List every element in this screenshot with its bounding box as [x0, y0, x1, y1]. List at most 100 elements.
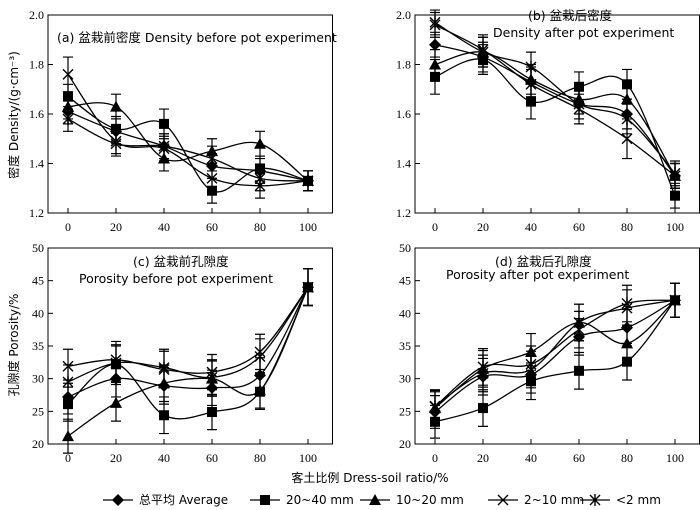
data-point [621, 93, 633, 105]
data-point [525, 78, 537, 90]
y-tick-label: 35 [32, 339, 44, 353]
series-line [67, 286, 309, 437]
data-point [110, 100, 122, 112]
y-tick-label: 1.2 [396, 206, 411, 220]
legend-item: 2~10 mm [488, 493, 584, 507]
y-tick-label: 1.8 [29, 58, 44, 72]
series-diamond [62, 268, 314, 415]
data-point [62, 375, 74, 388]
y-tick-label: 35 [399, 339, 411, 353]
series-line [67, 96, 309, 193]
data-point [62, 68, 74, 80]
x-tick-label: 0 [432, 451, 438, 465]
series-triangle [62, 93, 314, 192]
series-line [67, 74, 309, 187]
panel-d: 20 25 30 35 40 45 50 0 20 40 60 80 100 (d) 盆栽后孔隙度Poro… [399, 241, 700, 465]
data-point [159, 118, 169, 129]
series-line [434, 299, 676, 409]
data-point [669, 167, 681, 180]
data-point [63, 399, 73, 410]
series-line [67, 286, 309, 374]
x-tick-label: 60 [573, 220, 585, 234]
series-diamond [62, 98, 314, 192]
series-line [67, 110, 309, 182]
series-square [430, 44, 680, 209]
data-point [254, 137, 266, 149]
data-point [670, 190, 680, 201]
panel-b: 1.2 1.4 1.6 1.8 2.0 0 20 40 60 80 100 (b) 盆栽后密度 Dens… [396, 8, 700, 234]
y-tick-label: 2.0 [29, 8, 44, 22]
data-point [573, 323, 585, 336]
data-point [206, 172, 218, 184]
data-point [621, 133, 633, 145]
panel-c: 20 25 30 35 40 45 50 0 20 40 60 80 100 (c) 盆栽前孔隙度 Poro… [32, 241, 333, 465]
y-tick-label: 40 [399, 306, 411, 320]
y-tick-label: 50 [399, 241, 411, 255]
series-x [429, 282, 681, 424]
series-line [434, 299, 676, 423]
data-point [110, 396, 122, 408]
x-axis-title: 客土比例 Dress-soil ratio/% [291, 470, 448, 485]
x-tick-label: 20 [110, 451, 122, 465]
y-tick-label: 40 [32, 306, 44, 320]
data-point [158, 361, 170, 374]
data-point [158, 140, 170, 153]
series-x [62, 268, 314, 391]
panel-subtitle: Density after pot experiment [493, 25, 674, 40]
data-point [574, 365, 584, 376]
legend-marker-x [497, 494, 509, 506]
data-point [207, 406, 217, 417]
panel-subtitle: Porosity before pot experiment [79, 271, 273, 286]
data-point [429, 400, 441, 413]
x-tick-label: 100 [299, 451, 317, 465]
legend-item: <2 mm [580, 493, 661, 507]
x-tick-label: 20 [477, 220, 489, 234]
legend-marker-triangle [369, 494, 381, 505]
x-tick-label: 0 [432, 220, 438, 234]
x-tick-label: 40 [525, 220, 537, 234]
x-tick-label: 0 [65, 451, 71, 465]
series-line [434, 51, 676, 177]
x-tick-label: 100 [666, 220, 684, 234]
legend-item: 总平均 Average [103, 493, 228, 507]
legend-label: 10~20 mm [396, 493, 464, 507]
series-line [67, 286, 309, 420]
legend-label: 2~10 mm [524, 493, 584, 507]
data-point [302, 281, 314, 294]
data-point [159, 410, 169, 421]
panel-a: 1.2 1.4 1.6 1.8 2.0 0 20 40 60 80 100 (a) 盆栽前密度 Den… [29, 8, 337, 234]
x-tick-label: 60 [206, 451, 218, 465]
x-tick-label: 80 [621, 451, 633, 465]
x-tick-label: 60 [573, 451, 585, 465]
data-point [477, 360, 489, 373]
data-point [62, 430, 74, 442]
x-tick-label: 0 [65, 220, 71, 234]
data-point [621, 337, 633, 349]
x-tick-label: 80 [254, 451, 266, 465]
series-asterisk [62, 268, 314, 400]
data-point [621, 297, 633, 310]
data-point [110, 356, 122, 369]
data-point [573, 98, 585, 111]
x-tick-label: 100 [299, 220, 317, 234]
y-tick-label: 1.4 [29, 157, 44, 171]
legend-marker-asterisk [589, 494, 601, 506]
data-point [254, 384, 266, 396]
series-line [67, 286, 309, 383]
series-line [434, 299, 676, 407]
legend-marker-square [260, 495, 270, 505]
y-tick-label: 1.4 [396, 157, 411, 171]
data-point [429, 16, 441, 29]
legend-label: 20~40 mm [286, 493, 354, 507]
x-tick-label: 20 [110, 220, 122, 234]
legend-label: <2 mm [616, 493, 661, 507]
panel-title: (a) 盆栽前密度 Density before pot experiment [57, 30, 337, 45]
data-point [621, 112, 633, 125]
data-point [478, 403, 488, 414]
x-tick-label: 20 [477, 451, 489, 465]
data-point [62, 112, 74, 125]
y-tick-label: 30 [32, 372, 44, 386]
y-tick-label: 1.6 [29, 107, 44, 121]
data-point [525, 60, 537, 73]
